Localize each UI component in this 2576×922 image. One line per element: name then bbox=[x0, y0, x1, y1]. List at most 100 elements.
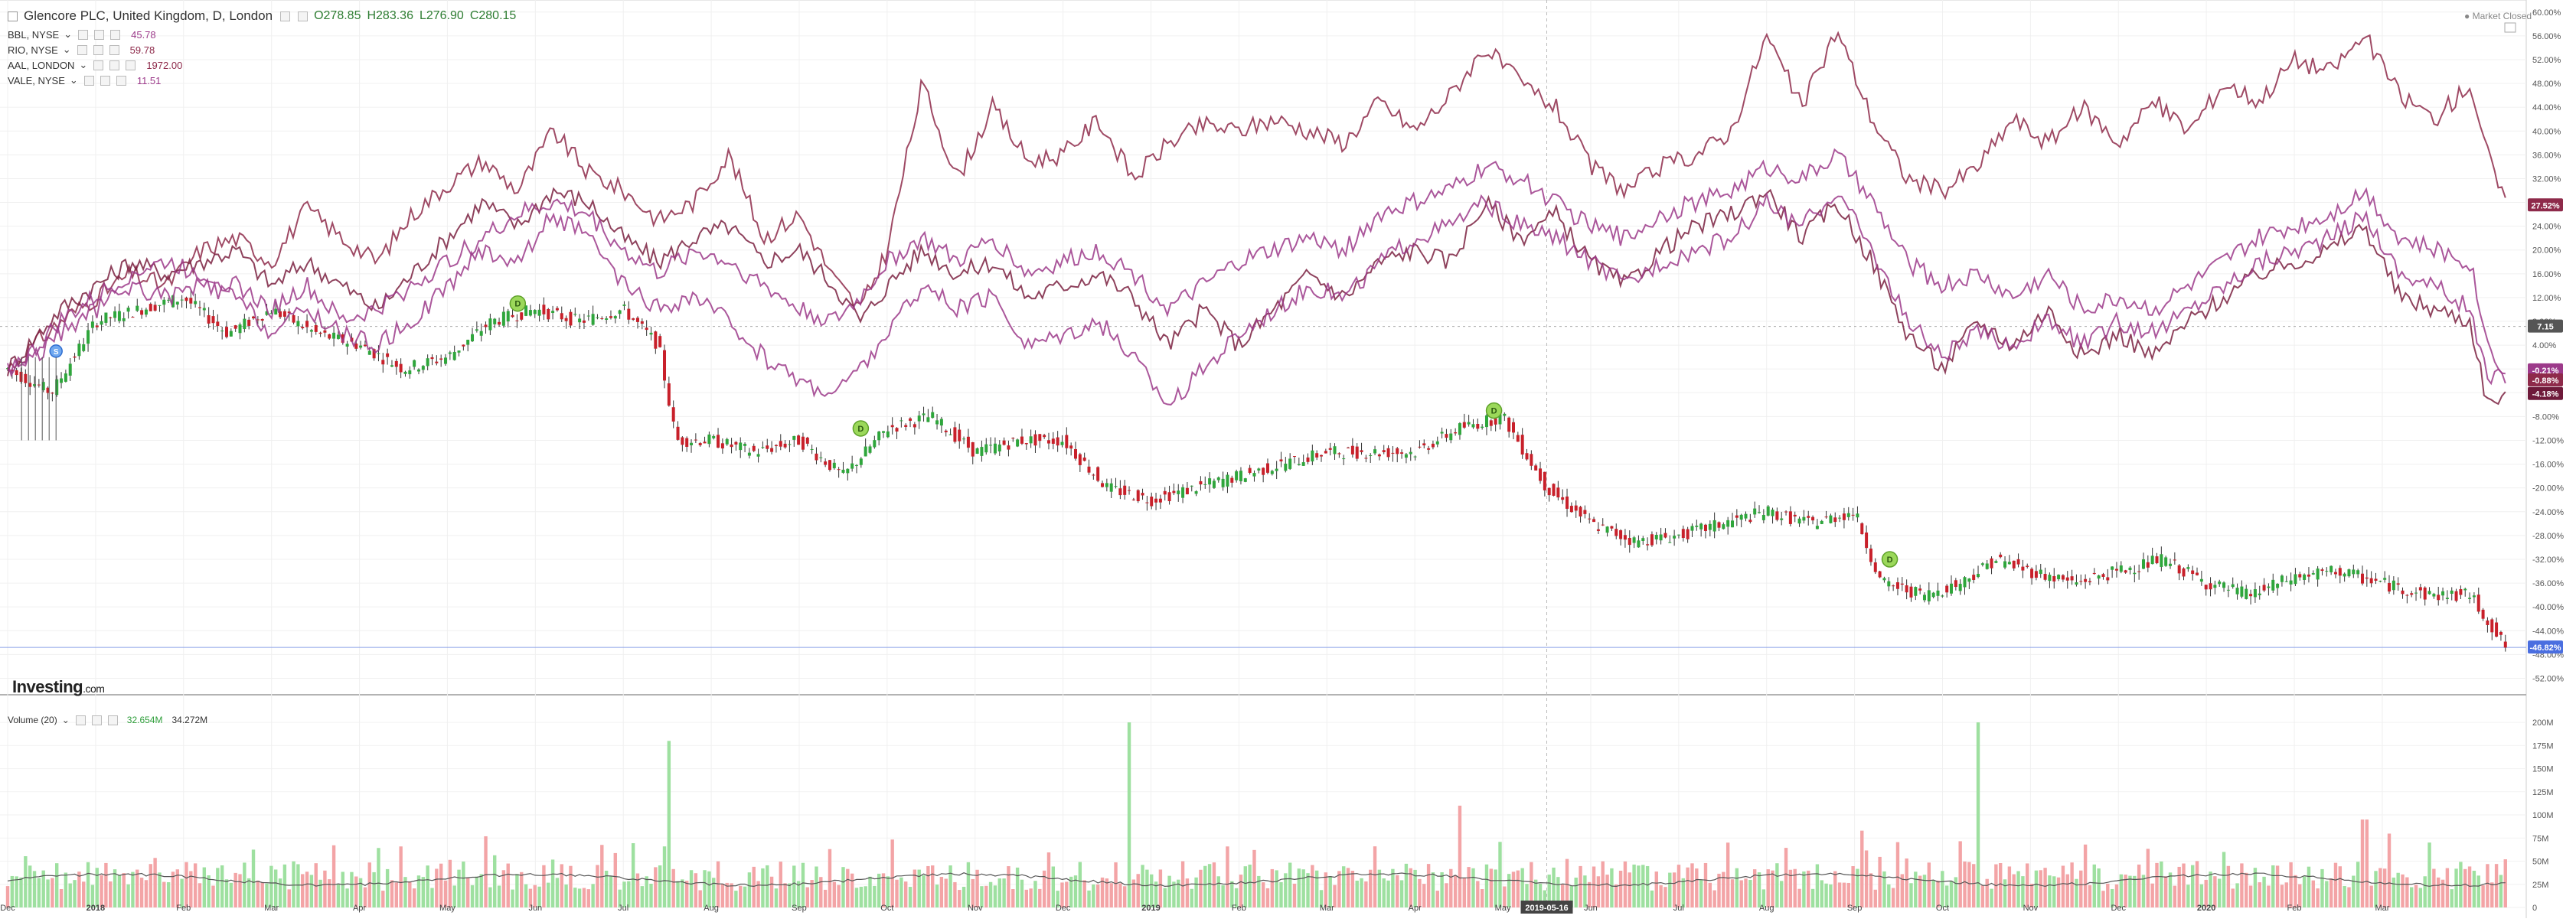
volume-bar-up bbox=[1556, 877, 1560, 907]
dropdown-arrow-icon[interactable]: ⌄ bbox=[64, 28, 73, 40]
volume-bar-up bbox=[1404, 863, 1409, 907]
settings-box-icon[interactable] bbox=[93, 60, 104, 70]
settings-box-icon[interactable] bbox=[78, 29, 89, 40]
candle-up bbox=[997, 444, 1001, 451]
candle-up bbox=[1771, 510, 1774, 516]
volume-bar-down bbox=[1895, 842, 1900, 907]
volume-bar-down bbox=[654, 867, 658, 907]
volume-bar-down bbox=[2137, 864, 2141, 907]
candle-down bbox=[19, 371, 23, 382]
candle-up bbox=[1887, 581, 1891, 587]
dropdown-arrow-icon[interactable]: ⌄ bbox=[62, 44, 71, 55]
candle-up bbox=[2289, 580, 2293, 585]
dropdown-arrow-icon[interactable]: ⌄ bbox=[61, 715, 70, 725]
volume-bar-up bbox=[377, 848, 380, 907]
candle-down bbox=[1873, 562, 1877, 572]
legend-row-vale[interactable]: VALE, NYSE ⌄ 11.51 bbox=[8, 74, 161, 86]
volume-bar-down bbox=[694, 873, 698, 907]
volume-bar-up bbox=[1637, 865, 1641, 907]
volume-bar-up bbox=[1471, 868, 1475, 907]
remove-box-icon[interactable] bbox=[109, 44, 119, 55]
volume-bar-up bbox=[2186, 885, 2190, 907]
volume-bar-down bbox=[1695, 868, 1699, 907]
dropdown-arrow-icon[interactable]: ⌄ bbox=[69, 74, 78, 86]
remove-box-icon[interactable] bbox=[126, 60, 136, 70]
legend-label: BBL, NYSE bbox=[8, 28, 60, 41]
candle-down bbox=[1418, 446, 1422, 448]
candle-down bbox=[582, 320, 586, 323]
candle-down bbox=[1069, 445, 1073, 449]
legend-row-aal[interactable]: AAL, LONDON ⌄ 1972.00 bbox=[8, 59, 182, 71]
hide-box-icon[interactable] bbox=[100, 75, 110, 86]
candle-up bbox=[917, 415, 921, 422]
candle-down bbox=[1547, 487, 1551, 496]
volume-bar-up bbox=[2209, 872, 2212, 907]
value-badge bbox=[2528, 373, 2563, 386]
settings-box-icon[interactable] bbox=[280, 11, 291, 21]
candle-up bbox=[2427, 591, 2431, 595]
volume-bar-up bbox=[1632, 864, 1636, 907]
candle-up bbox=[175, 301, 179, 305]
volume-bar-up bbox=[681, 879, 684, 907]
volume-bar-down bbox=[1905, 858, 1908, 907]
volume-bar-down bbox=[1136, 874, 1140, 907]
candle-up bbox=[537, 309, 541, 316]
candle-down bbox=[815, 453, 818, 461]
volume-bar-up bbox=[864, 886, 867, 907]
hide-box-icon[interactable] bbox=[94, 29, 105, 40]
volume-bar-down bbox=[2012, 874, 2016, 907]
candle-down bbox=[1185, 487, 1189, 495]
candle-down bbox=[1038, 434, 1042, 441]
candle-down bbox=[233, 325, 237, 329]
volume-bar-down bbox=[2401, 874, 2405, 907]
volume-bar-up bbox=[28, 865, 32, 907]
hide-box-icon[interactable] bbox=[109, 60, 120, 70]
volume-bar-up bbox=[1002, 878, 1006, 907]
candle-up bbox=[1239, 471, 1242, 481]
hide-box-icon[interactable] bbox=[93, 44, 103, 55]
candle-up bbox=[712, 435, 716, 438]
candle-up bbox=[1311, 450, 1314, 462]
volume-bar-down bbox=[2177, 866, 2181, 907]
volume-bar-up bbox=[645, 876, 648, 907]
candle-up bbox=[1977, 574, 1980, 578]
hide-box-icon[interactable] bbox=[91, 715, 102, 725]
candle-down bbox=[1065, 435, 1069, 448]
candle-down bbox=[1422, 443, 1426, 446]
volume-bar-down bbox=[2284, 882, 2288, 907]
candle-down bbox=[801, 436, 805, 450]
dropdown-arrow-icon[interactable]: ⌄ bbox=[79, 59, 88, 70]
candle-up bbox=[980, 447, 984, 456]
settings-box-icon[interactable] bbox=[83, 75, 94, 86]
candle-up bbox=[2057, 575, 2061, 579]
volume-bar-up bbox=[430, 888, 434, 907]
hide-box-icon[interactable] bbox=[298, 11, 309, 21]
legend-row-rio[interactable]: RIO, NYSE ⌄ 59.78 bbox=[8, 44, 155, 56]
candle-down bbox=[1154, 498, 1158, 503]
candle-down bbox=[1020, 436, 1024, 444]
candle-up bbox=[1708, 523, 1712, 530]
settings-box-icon[interactable] bbox=[75, 715, 86, 725]
candle-down bbox=[2490, 619, 2494, 633]
candle-up bbox=[1409, 451, 1412, 454]
collapse-icon[interactable] bbox=[8, 11, 18, 21]
volume-bar-up bbox=[462, 862, 465, 907]
candle-up bbox=[126, 308, 130, 312]
candle-down bbox=[1141, 493, 1144, 496]
remove-box-icon[interactable] bbox=[110, 29, 121, 40]
settings-box-icon[interactable] bbox=[77, 44, 87, 55]
candle-up bbox=[864, 446, 867, 457]
candle-up bbox=[1221, 478, 1225, 487]
x-tick-label: 2018 bbox=[87, 904, 105, 913]
volume-bar-up bbox=[2356, 862, 2360, 907]
volume-bar-down bbox=[1788, 869, 1793, 907]
volume-bar-down bbox=[354, 876, 358, 907]
legend-row-bbl[interactable]: BBL, NYSE ⌄ 45.78 bbox=[8, 28, 156, 41]
candle-up bbox=[466, 340, 470, 345]
remove-box-icon[interactable] bbox=[116, 75, 126, 86]
candle-up bbox=[1958, 584, 1962, 591]
candle-up bbox=[2160, 554, 2163, 567]
volume-bar-up bbox=[32, 871, 37, 907]
remove-box-icon[interactable] bbox=[107, 715, 118, 725]
